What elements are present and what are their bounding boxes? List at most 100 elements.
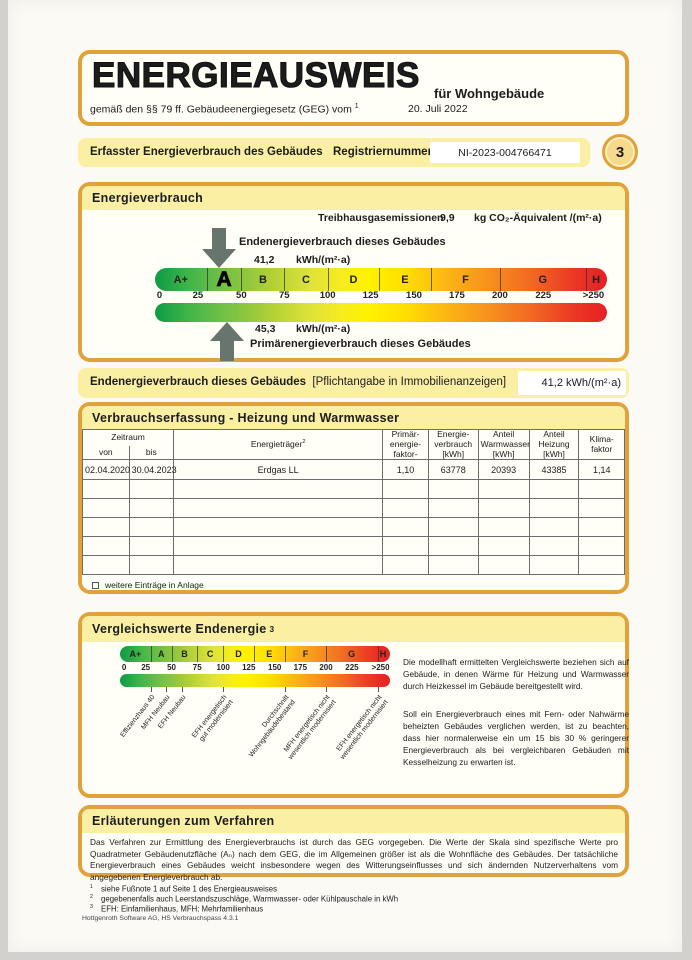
law-date: 20. Juli 2022	[408, 103, 468, 115]
col-header-energietraeger-sup: 2	[302, 439, 306, 446]
col-header-zeitraum: Zeitraum	[81, 428, 175, 446]
footnote-1: 1 siehe Fußnote 1 auf Seite 1 des Energi…	[90, 882, 277, 895]
comparison-paragraph-1: Die modellhaft ermittelten Vergleichswer…	[403, 657, 629, 692]
class-label: D	[235, 649, 242, 659]
cell-verbrauch: 63778	[427, 459, 479, 481]
section-title-strip: Energieverbrauch	[82, 186, 625, 210]
tick-label: 75	[192, 663, 202, 672]
comparison-title-strip: Vergleichswerte Endenergie 3	[82, 616, 625, 642]
footnote-3: 3 EFH: Einfamilienhaus, MFH: Mehrfamilie…	[90, 902, 263, 915]
method-title: Erläuterungen zum Verfahren	[92, 814, 275, 828]
method-text: Das Verfahren zur Ermittlung des Energie…	[90, 837, 618, 882]
footnote-marker: 2	[90, 894, 93, 900]
end-energy-unit: kWh/(m²·a)	[296, 254, 351, 266]
col-header-von: von	[82, 445, 130, 461]
law-reference-text: gemäß den §§ 79 ff. Gebäudeenergiegesetz…	[90, 103, 352, 116]
end-energy-strip-value: 41,2 kWh/(m²·a)	[518, 371, 626, 395]
end-energy-strip-title: Endenergieverbrauch dieses Gebäudes	[90, 376, 307, 388]
current-class-label: A	[216, 267, 232, 291]
class-label: C	[206, 649, 214, 659]
cell-heizung: 43385	[528, 459, 580, 481]
col-header-primaerfaktor: Primär- energie- faktor-	[382, 428, 429, 460]
end-energy-strip-label: Endenergieverbrauch dieses Gebäudes [Pfl…	[90, 376, 506, 388]
cell-primaerfaktor: 1,10	[382, 459, 429, 481]
end-energy-arrow-icon	[202, 228, 236, 268]
footnote-text: siehe Fußnote 1 auf Seite 1 des Energiea…	[101, 884, 278, 894]
tick-label: 225	[345, 663, 359, 672]
end-energy-value-strip: Endenergieverbrauch dieses Gebäudes [Pfl…	[78, 368, 629, 398]
tick-label: 150	[268, 663, 282, 672]
col-header-bis: bis	[128, 445, 175, 461]
footnote-text: gegebenenfalls auch Leerstandszuschläge,…	[101, 894, 399, 904]
comparison-gradient-bar	[120, 674, 390, 687]
table-title-strip: Verbrauchserfassung - Heizung und Warmwa…	[82, 406, 625, 429]
primary-energy-label: Primärenergieverbrauch dieses Gebäudes	[250, 338, 471, 350]
comparison-box: Vergleichswerte Endenergie 3 A+ A B C D …	[78, 612, 629, 798]
class-label: E	[401, 273, 409, 286]
table-title: Verbrauchserfassung - Heizung und Warmwa…	[92, 410, 400, 425]
comparison-title: Vergleichswerte Endenergie	[92, 622, 267, 636]
class-label: D	[349, 273, 358, 286]
method-box: Erläuterungen zum Verfahren Das Verfahre…	[78, 805, 629, 882]
software-credit: Hottgenroth Software AG, HS Verbrauchspa…	[82, 915, 239, 922]
class-label: F	[302, 649, 309, 659]
registration-number-label: Registriernummer:	[333, 146, 436, 158]
tick-label: 75	[278, 290, 290, 301]
footnote-marker: 3	[90, 904, 93, 910]
class-label: F	[462, 273, 469, 286]
header-box: ENERGIEAUSWEIS für Wohngebäude gemäß den…	[78, 50, 629, 126]
tick-label: 200	[491, 290, 508, 301]
law-reference: gemäß den §§ 79 ff. Gebäudeenergiegesetz…	[90, 103, 359, 116]
class-label: H	[592, 273, 601, 286]
class-label: H	[379, 649, 387, 659]
cell-energietraeger: Erdgas LL	[173, 459, 384, 481]
tick-label: 0	[156, 290, 163, 301]
consumption-table-box: Verbrauchserfassung - Heizung und Warmwa…	[78, 402, 629, 594]
primary-energy-value: 45,3	[255, 323, 276, 335]
table-row-empty	[82, 555, 625, 576]
tick-label: 225	[535, 290, 552, 301]
tick-label: 50	[167, 663, 177, 672]
class-label: A+	[129, 649, 142, 659]
tick-label: 25	[192, 290, 204, 301]
mandatory-note: [Pflichtangabe in Immobilienanzeigen]	[312, 376, 507, 388]
footnote-2: 2 gegebenenfalls auch Leerstandszuschläg…	[90, 892, 398, 905]
method-title-strip: Erläuterungen zum Verfahren	[82, 809, 625, 833]
energy-class-scale-bar: A+ A B C D E F G H	[155, 267, 607, 291]
energy-consumption-box: Energieverbrauch Treibhausgasemissionen …	[78, 182, 629, 362]
tick-label: 200	[319, 663, 333, 672]
class-label: A	[158, 649, 165, 659]
ghg-label: Treibhausgasemissionen	[318, 212, 444, 224]
consumption-table: Zeitraum Energieträger2 Primär- energie-…	[81, 428, 625, 576]
col-header-warmwasser: Anteil Warmwasser [kWh]	[477, 428, 530, 460]
primary-energy-unit: kWh/(m²·a)	[296, 323, 351, 335]
page-number-badge: 3	[602, 134, 638, 170]
cell-von: 02.04.2020	[82, 459, 130, 481]
registration-strip: Erfasster Energieverbrauch des Gebäudes …	[78, 138, 590, 167]
cell-klimafaktor: 1,14	[578, 459, 625, 481]
cell-warmwasser: 20393	[477, 459, 530, 481]
class-label: C	[301, 273, 310, 286]
end-energy-label: Endenergieverbrauch dieses Gebäudes	[239, 236, 446, 248]
class-label: E	[266, 649, 273, 659]
class-label: G	[538, 273, 548, 286]
footnote-marker: 1	[90, 884, 93, 890]
tick-label: >250	[582, 290, 605, 301]
registration-number-value: NI-2023-004766471	[430, 142, 580, 163]
tick-label: 100	[216, 663, 230, 672]
checkbox-icon	[92, 581, 99, 589]
document-title: ENERGIEAUSWEIS	[91, 55, 420, 95]
tick-label: >250	[371, 663, 390, 672]
law-footnote-marker: 1	[354, 103, 359, 110]
tick-label: 150	[406, 290, 422, 301]
class-label: B	[181, 649, 188, 659]
table-row-empty	[82, 517, 625, 538]
scale-tick-labels: 0 25 50 75 100 125 150 175 200 225 >250	[155, 290, 607, 302]
tick-label: 100	[319, 290, 336, 301]
end-energy-value: 41,2	[254, 254, 275, 266]
comparison-class-scale-bar: A+ A B C D E F G H	[120, 646, 390, 662]
primary-energy-arrow-icon	[210, 322, 244, 362]
section-title: Energieverbrauch	[92, 191, 204, 205]
cell-bis: 30.04.2023	[128, 459, 177, 481]
